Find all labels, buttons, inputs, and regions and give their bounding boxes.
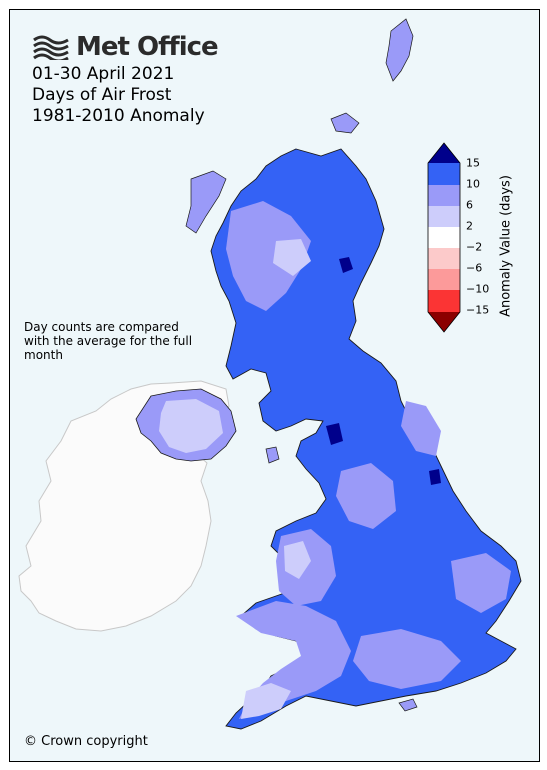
legend-triangle-over — [428, 143, 460, 163]
legend-tick-neg15: −15 — [466, 303, 490, 317]
midlands-moderate-anomaly — [336, 463, 396, 529]
legend-band-neg6-neg2 — [428, 248, 460, 269]
met-office-wave-logo-icon — [33, 35, 69, 60]
northern-ireland-low-anomaly-area — [159, 399, 223, 453]
southern-uplands-extreme-anomaly — [326, 423, 343, 445]
copyright-notice: © Crown copyright — [24, 734, 148, 749]
legend-band-neg2-2 — [428, 227, 460, 248]
orkney-islands — [330, 112, 360, 134]
legend-colorbar — [427, 142, 461, 333]
legend-outline — [427, 142, 461, 333]
legend-band-10-15 — [428, 163, 460, 185]
east-anglia-moderate-anomaly — [451, 553, 511, 613]
anomaly-map — [18, 18, 522, 730]
legend-band-neg10-neg6 — [428, 269, 460, 290]
isle-of-man — [265, 446, 280, 464]
legend-tick-neg10: −10 — [466, 282, 490, 296]
cornwall-low-anomaly — [241, 683, 291, 719]
map-frame: Met Office 01-30 April 2021 Days of Air … — [9, 9, 540, 762]
legend-tick-10: 10 — [466, 177, 480, 191]
legend-band-2-6 — [428, 206, 460, 227]
legend-title: Anomaly Value (days) — [498, 175, 514, 317]
legend-tick-neg2: −2 — [466, 240, 483, 254]
legend-triangle-under — [428, 312, 460, 332]
legend-band-6-10 — [428, 185, 460, 206]
legend-tick-2: 2 — [466, 219, 473, 233]
map-title-period: 01-30 April 2021 — [32, 64, 175, 84]
south-england-moderate-anomaly — [353, 629, 461, 689]
great-britain-landmass — [210, 148, 522, 730]
map-title-baseline: 1981-2010 Anomaly — [32, 106, 205, 126]
legend-tick-6: 6 — [466, 198, 473, 212]
met-office-logo: Met Office — [32, 32, 219, 62]
pennines-moderate-anomaly — [401, 401, 441, 456]
legend-tick-15: 15 — [466, 156, 480, 170]
north-york-moors-extreme-anomaly — [429, 469, 441, 485]
legend-tick-neg6: −6 — [466, 261, 483, 275]
isle-of-wight — [398, 698, 418, 712]
hebrides-islands — [185, 170, 227, 234]
shetland-islands — [385, 18, 414, 82]
brand-name: Met Office — [76, 32, 219, 62]
cairngorms-extreme-anomaly — [339, 257, 353, 273]
grampians-low-anomaly — [273, 239, 311, 276]
map-title-variable: Days of Air Frost — [32, 85, 172, 105]
west-highlands-moderate-anomaly — [226, 201, 311, 311]
anomaly-note: Day counts are compared with the average… — [24, 320, 193, 362]
west-wales-low-anomaly — [284, 541, 311, 579]
legend-band-neg15-neg10 — [428, 290, 460, 312]
